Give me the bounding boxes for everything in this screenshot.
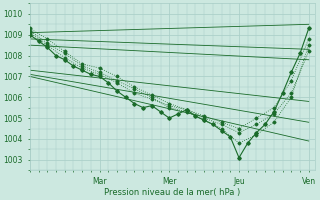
X-axis label: Pression niveau de la mer( hPa ): Pression niveau de la mer( hPa ) — [104, 188, 240, 197]
